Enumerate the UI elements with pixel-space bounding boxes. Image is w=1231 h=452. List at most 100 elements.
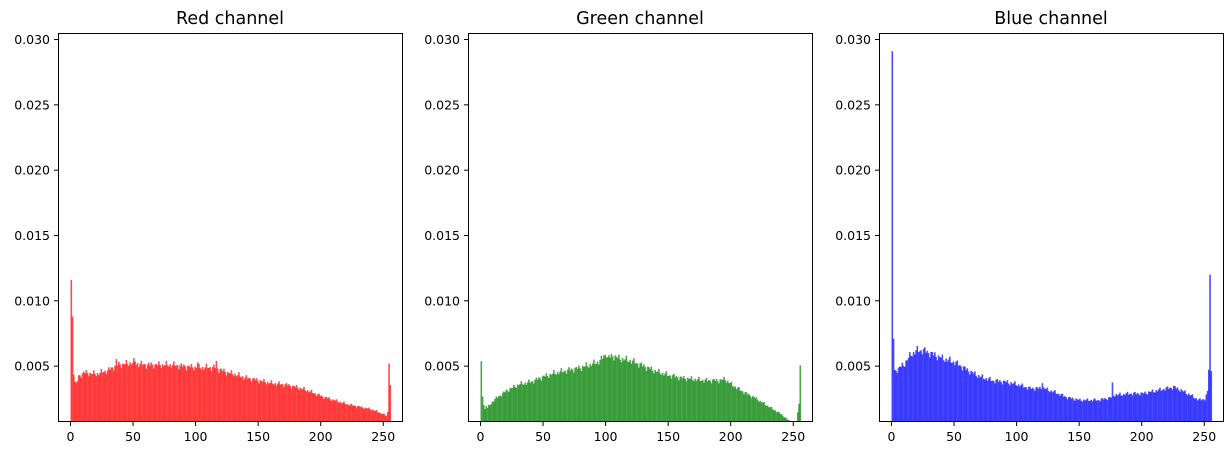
title-green: Green channel [576, 9, 704, 29]
histogram-bar [536, 379, 539, 421]
histogram-bar [689, 378, 692, 421]
histogram-bar [290, 388, 293, 421]
histogram-bar [1192, 397, 1195, 421]
histogram-bar [1136, 392, 1139, 421]
histogram-bar [344, 404, 347, 421]
histogram-bar [1166, 386, 1169, 421]
histogram-bar [134, 361, 136, 421]
histogram-bar [711, 379, 714, 421]
histogram-bar [98, 375, 100, 421]
histogram-bar [483, 405, 485, 421]
histogram-bar [550, 374, 553, 421]
histogram-bar [353, 405, 355, 421]
y-tick-label: 0.005 [424, 359, 460, 374]
histogram-bar [261, 381, 264, 421]
histogram-bar [1145, 393, 1148, 421]
histogram-bar [664, 373, 666, 421]
histogram-bar [234, 373, 236, 421]
histogram-bar [1074, 400, 1076, 421]
histogram-bar [280, 384, 283, 421]
histogram-bar [684, 378, 687, 421]
histogram-bar [259, 380, 261, 421]
histogram-bar [1111, 382, 1114, 421]
histogram-bar [1160, 390, 1163, 421]
histogram-bar [239, 376, 241, 421]
histogram-bar [106, 370, 109, 421]
histogram-bar [1076, 399, 1079, 421]
histogram-bar [745, 392, 748, 421]
histogram-bar [981, 374, 984, 421]
histogram-bar [170, 367, 173, 421]
histogram-bar [625, 355, 628, 421]
histogram-bar [1204, 400, 1206, 421]
histogram-bar [564, 370, 566, 421]
histogram-bar [93, 370, 95, 421]
histogram-bar [751, 396, 754, 421]
histogram-bar [136, 363, 139, 421]
histogram-bar [674, 377, 676, 421]
histogram-bar [944, 361, 946, 421]
histogram-bar [921, 354, 924, 421]
histogram-bar [645, 370, 648, 421]
histogram-bar [1066, 399, 1069, 421]
histogram-bar [764, 404, 767, 421]
histogram-bar [1080, 400, 1082, 421]
histogram-bar [728, 383, 730, 421]
histogram-bar [1117, 394, 1120, 421]
histogram-bar [1030, 389, 1032, 421]
histogram-bar [96, 373, 99, 421]
y-tick-label: 0.010 [14, 293, 50, 308]
histogram-bar [88, 376, 90, 421]
histogram-bar [1042, 387, 1045, 421]
histogram-bar [1020, 384, 1022, 421]
histogram-bar [293, 385, 295, 421]
panel-blue: Blue channel 0 50 100 150 200 250 0.005 0.010 0.… [835, 9, 1224, 444]
histogram-bar [939, 357, 941, 421]
histogram-bar [969, 374, 971, 421]
histogram-bar [741, 391, 744, 421]
histogram-bar [1180, 389, 1183, 421]
histogram-bar [189, 367, 191, 421]
histogram-bar [251, 378, 254, 421]
histogram-bar [1179, 391, 1181, 421]
histogram-bar [1146, 394, 1149, 421]
histogram-bar [125, 359, 128, 421]
histogram-bar [546, 375, 549, 421]
histogram-bar [899, 366, 901, 421]
histogram-bar [260, 380, 263, 421]
histogram-bar [690, 376, 693, 421]
histogram-bar [966, 368, 969, 421]
histogram-bar [950, 362, 952, 421]
histogram-bar [485, 405, 488, 421]
histogram-bar [346, 404, 349, 421]
y-tick-label: 0.020 [835, 163, 871, 178]
histogram-bar [1026, 389, 1029, 421]
histogram-bar [615, 356, 618, 421]
histogram-bar [219, 369, 221, 421]
histogram-bar [937, 355, 940, 421]
histogram-bar [964, 366, 966, 421]
histogram-bar [601, 358, 604, 421]
histogram-bar [1187, 393, 1190, 421]
histogram-bar [174, 365, 176, 421]
histogram-bar [554, 373, 556, 421]
histogram-bar [911, 356, 914, 421]
histogram-bar [91, 373, 94, 421]
histogram-bar [328, 397, 330, 421]
histogram-bar [961, 370, 964, 421]
histogram-bar [730, 381, 733, 421]
histogram-bar [248, 377, 250, 421]
histogram-bar [326, 398, 329, 421]
y-tick-label: 0.020 [14, 163, 50, 178]
histogram-bar [110, 367, 113, 421]
histogram-bar [78, 375, 80, 421]
histogram-bar [254, 380, 256, 421]
y-tick-label: 0.015 [14, 228, 50, 243]
histogram-bar [343, 401, 345, 421]
histogram-bar [288, 384, 290, 421]
histogram-bar [1036, 387, 1039, 421]
histogram-bar [1002, 380, 1005, 421]
histogram-bar [380, 414, 383, 421]
histogram-bar [1135, 394, 1138, 421]
histogram-bar [340, 403, 343, 421]
